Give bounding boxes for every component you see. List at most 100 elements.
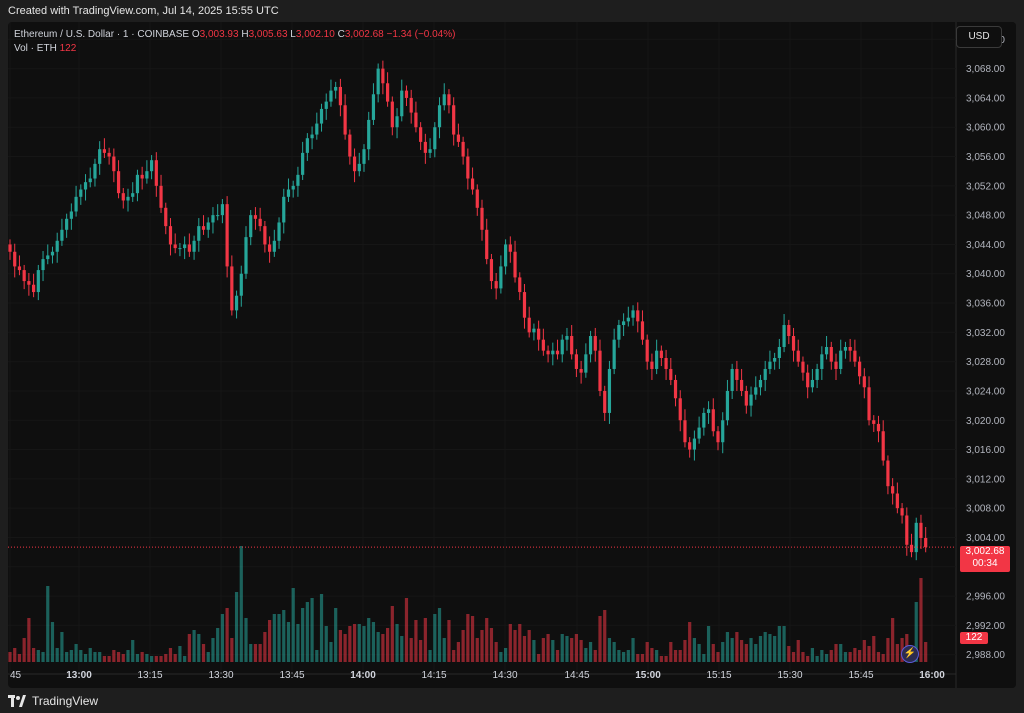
candle-body <box>409 97 413 113</box>
candle-body <box>319 108 324 124</box>
candle-body <box>881 431 885 461</box>
volume-bar <box>334 608 338 662</box>
change-value: −1.34 (−0.04%) <box>386 29 456 40</box>
candle-body <box>791 336 796 351</box>
volume-bar <box>216 628 220 662</box>
volume-bar <box>876 652 881 662</box>
candle-body <box>36 270 40 293</box>
candle-body <box>499 266 503 289</box>
candle-body <box>164 207 168 227</box>
candle-body <box>513 251 517 278</box>
candle-body <box>607 368 612 413</box>
candle-body <box>348 134 352 157</box>
candle-body <box>584 354 588 373</box>
candle-body <box>121 193 125 201</box>
volume-bar <box>423 618 427 662</box>
volume-bar <box>782 626 786 662</box>
candle-body <box>268 244 272 252</box>
countdown-timer: 00:34 <box>972 558 998 569</box>
candle-body <box>187 244 191 252</box>
candle-body <box>711 409 715 432</box>
low-value: 3,002.10 <box>295 29 335 40</box>
volume-bar <box>102 656 106 662</box>
candle-body <box>697 427 701 439</box>
candle-body <box>206 222 210 230</box>
volume-bar <box>740 640 744 662</box>
y-tick-label: 3,068.00 <box>966 64 1005 75</box>
x-tick-label: 15:30 <box>777 670 802 681</box>
candle-body <box>315 123 319 135</box>
volume-bar <box>442 638 446 662</box>
currency-button[interactable]: USD <box>956 26 1002 48</box>
volume-bar <box>895 644 899 662</box>
volume-bar <box>867 646 871 662</box>
volume-bar <box>126 650 130 662</box>
volume-bar <box>315 650 319 662</box>
tradingview-logo-icon[interactable] <box>8 694 26 707</box>
candle-body <box>173 244 177 249</box>
volume-bar <box>60 632 64 662</box>
x-tick-label: 15:15 <box>706 670 731 681</box>
volume-bar <box>801 652 805 662</box>
volume-bar <box>532 640 536 662</box>
candle-body <box>395 116 399 128</box>
volume-bar <box>598 616 602 662</box>
volume-bar <box>286 622 291 662</box>
candle-body <box>74 196 78 212</box>
volume-bar <box>362 626 366 662</box>
x-tick-label: 15:00 <box>635 670 661 681</box>
candle-body <box>376 68 380 95</box>
candle-body <box>570 336 574 355</box>
volume-bar <box>206 652 210 662</box>
volume-bar <box>626 650 630 662</box>
candle-body <box>230 266 234 311</box>
candlestick-chart[interactable]: 3,072.003,068.003,064.003,060.003,056.00… <box>8 22 1016 688</box>
volume-bar <box>131 640 135 662</box>
y-tick-label: 3,064.00 <box>966 93 1005 104</box>
volume-bar <box>367 618 371 662</box>
volume-bar <box>27 618 31 662</box>
candle-body <box>565 336 569 340</box>
candle-body <box>140 174 144 179</box>
volume-label[interactable]: Vol · ETH <box>14 43 57 54</box>
volume-bar <box>560 634 564 662</box>
volume-bar <box>527 630 531 662</box>
candle-body <box>102 149 106 153</box>
brand-name[interactable]: TradingView <box>32 693 99 708</box>
candle-body <box>46 255 50 260</box>
volume-bar <box>494 642 498 662</box>
x-tick-label: 13:00 <box>66 670 92 681</box>
candle-body <box>65 218 69 230</box>
volume-bar <box>588 642 593 662</box>
candle-body <box>27 281 31 285</box>
volume-bar <box>159 656 163 662</box>
volume-bar <box>669 642 673 662</box>
volume-bar <box>711 644 715 662</box>
volume-bar <box>645 642 649 662</box>
volume-bar <box>655 650 659 662</box>
volume-bar <box>791 652 796 662</box>
volume-bar <box>570 638 574 662</box>
candle-body <box>433 127 437 150</box>
volume-bar <box>409 638 413 662</box>
candle-body <box>555 350 560 355</box>
x-tick-label: 13:30 <box>208 670 233 681</box>
chart-frame[interactable]: 3,072.003,068.003,064.003,060.003,056.00… <box>8 22 1016 688</box>
volume-bar <box>183 656 187 662</box>
lightning-icon[interactable]: ⚡ <box>901 645 919 663</box>
volume-bar <box>437 608 442 662</box>
volume-bar <box>371 622 376 662</box>
created-caption: Created with TradingView.com, Jul 14, 20… <box>8 5 279 17</box>
volume-bar <box>107 656 111 662</box>
volume-bar <box>584 648 588 662</box>
candle-body <box>485 229 489 260</box>
candle-body <box>504 244 508 267</box>
volume-bar <box>150 656 154 662</box>
volume-bar <box>622 652 626 662</box>
volume-bar <box>79 650 83 662</box>
volume-bar <box>470 616 475 662</box>
symbol-label[interactable]: Ethereum / U.S. Dollar · 1 · COINBASE <box>14 29 190 40</box>
y-tick-label: 3,004.00 <box>966 533 1005 544</box>
volume-bar <box>659 656 663 662</box>
x-tick-label: 14:45 <box>564 670 589 681</box>
